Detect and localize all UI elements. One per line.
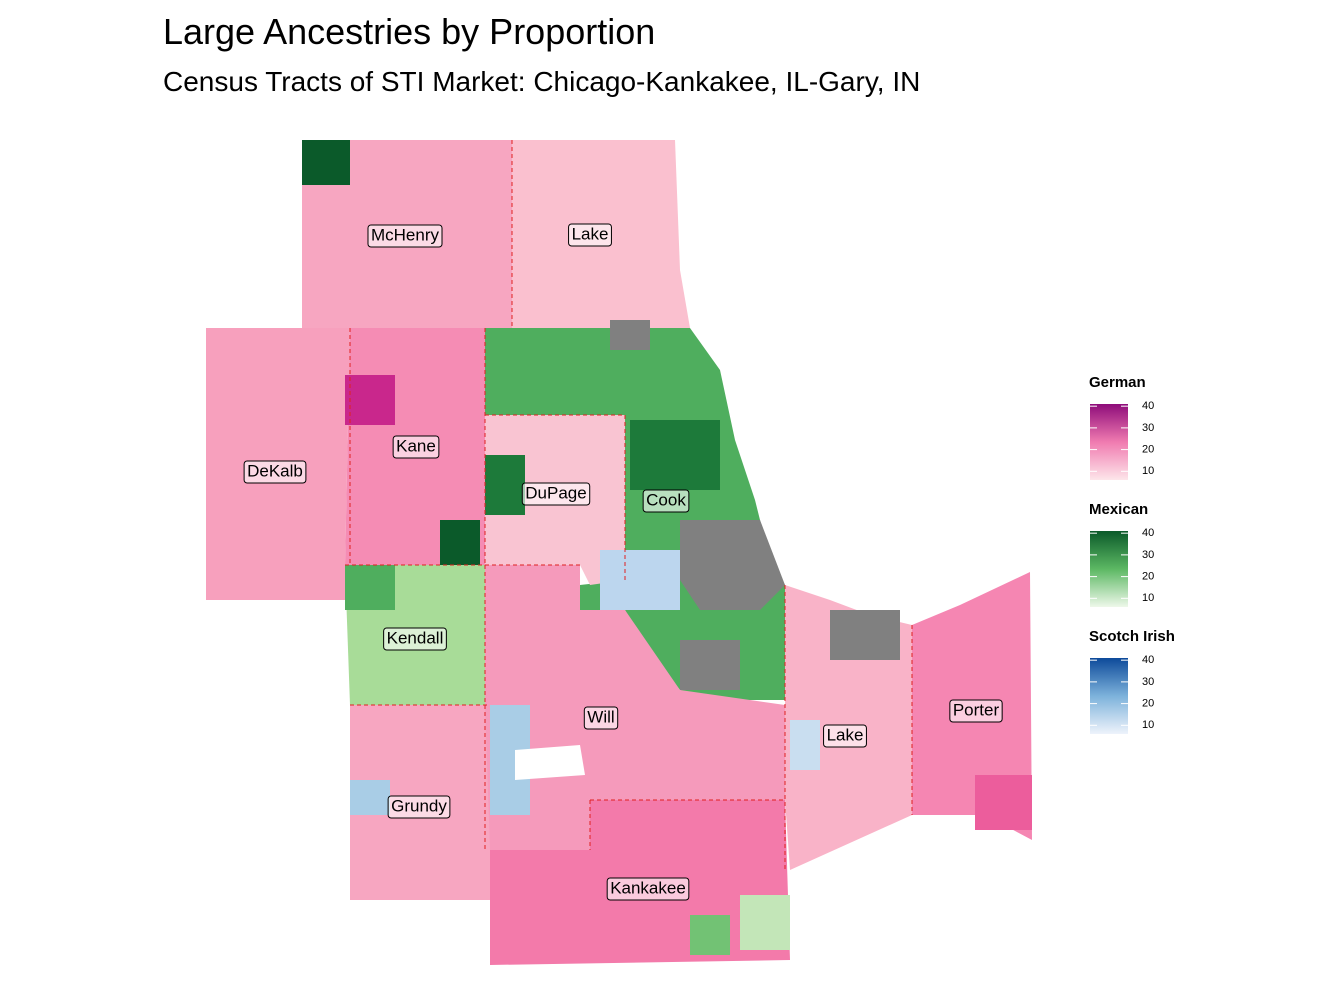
legend-tick-label: 20 [1142,571,1154,583]
legend: German 10 20 30 40 Mexican 10 20 30 40 Scotch Iris… [1089,374,1175,734]
tract-patch [350,780,390,815]
label-box [583,706,619,730]
county-label: McHenry [367,224,443,248]
tract-patch [515,745,585,780]
tract-patch [345,565,395,610]
legend-tick-label: 20 [1142,444,1154,456]
county-name: Will [587,707,614,726]
legend-tick-label: 10 [1142,592,1154,604]
county-label: Kankakee [606,877,690,901]
tract-patch [830,610,900,660]
tract-patch [302,140,350,185]
label-box [392,435,440,459]
county-name: DeKalb [247,461,303,480]
county-name: Lake [827,725,864,744]
legend-tick-label: 10 [1142,465,1154,477]
legend-title: Mexican [1089,501,1148,518]
tract-patch [630,420,720,490]
map [206,140,1032,965]
county-label: Porter [949,699,1003,723]
county-labels: McHenry Lake DeKalb Kane DuPage Cook Kendall Wi… [243,223,1003,901]
title: Large Ancestries by Proportion [163,11,655,52]
label-box [521,482,591,506]
label-box [367,224,443,248]
tract-patch [680,640,740,690]
label-box [949,699,1003,723]
legend-title: Scotch Irish [1089,628,1175,645]
tract-patch [440,520,480,565]
label-box [383,627,447,651]
tract-patch [345,375,395,425]
county-name: McHenry [371,225,440,244]
legend-tick-label: 40 [1142,527,1154,539]
legend-tick-label: 10 [1142,719,1154,731]
county-name: Kendall [387,628,444,647]
tract-patch [690,915,730,955]
legend-tick-label: 30 [1142,549,1154,561]
label-box [823,724,867,748]
color-bar [1090,531,1128,607]
county-label: DuPage [521,482,591,506]
county-name: Cook [646,490,686,509]
color-bar [1090,658,1128,734]
color-bar [1090,404,1128,480]
county-label: Lake [568,223,612,247]
county-area [485,565,785,850]
county-label: Lake [823,724,867,748]
legend-tick-label: 30 [1142,422,1154,434]
county-name: Lake [572,224,609,243]
label-box [387,795,451,819]
label-box [243,460,307,484]
county-label: Kendall [383,627,447,651]
tract-patch [975,775,1032,830]
tract-patch [610,320,650,350]
tract-patch [790,720,820,770]
label-box [606,877,690,901]
legend-tick-label: 20 [1142,698,1154,710]
legend-tick-label: 40 [1142,400,1154,412]
county-label: Grundy [387,795,451,819]
county-name: Grundy [391,796,447,815]
tract-patch [485,455,525,515]
legend-tick-label: 40 [1142,654,1154,666]
tract-patch [740,895,790,950]
county-label: Cook [642,489,690,513]
county-boundary [345,140,913,870]
legend-title: German [1089,374,1146,391]
tract-patch [600,550,680,610]
county-name: Porter [953,700,1000,719]
county-label: Kane [392,435,440,459]
subtitle: Census Tracts of STI Market: Chicago-Kan… [163,66,920,97]
county-name: Kankakee [610,878,686,897]
county-label: Will [583,706,619,730]
county-name: DuPage [525,483,586,502]
legend-tick-label: 30 [1142,676,1154,688]
label-box [642,489,690,513]
county-name: Kane [396,436,436,455]
tract-patch [680,520,785,610]
county-label: DeKalb [243,460,307,484]
label-box [568,223,612,247]
